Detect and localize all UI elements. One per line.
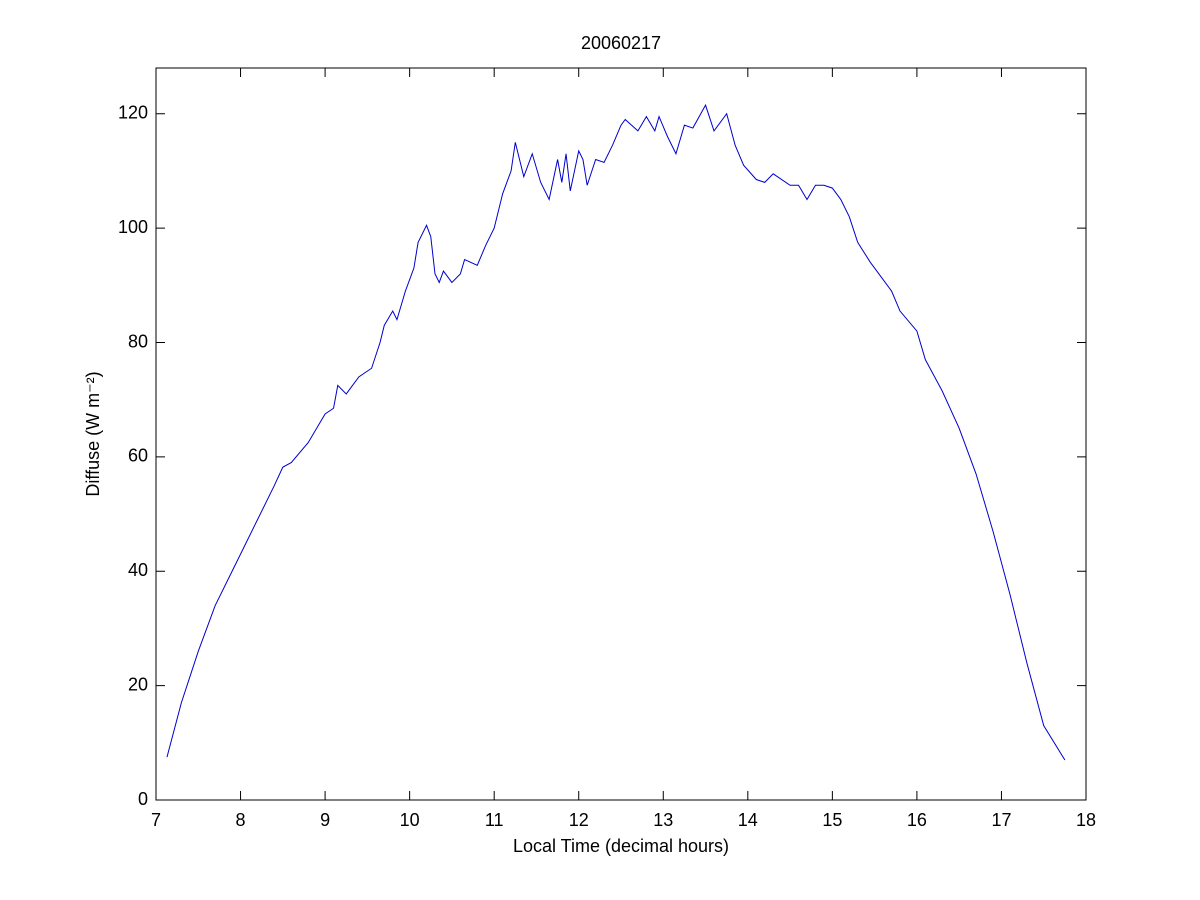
x-tick-label: 17 [991, 810, 1011, 830]
y-axis-label: Diffuse (W m⁻²) [83, 371, 103, 496]
x-tick-label: 10 [400, 810, 420, 830]
y-tick-label: 60 [128, 446, 148, 466]
y-tick-label: 20 [128, 674, 148, 694]
x-tick-label: 8 [236, 810, 246, 830]
x-axis-label: Local Time (decimal hours) [513, 836, 729, 856]
y-tick-label: 40 [128, 560, 148, 580]
x-tick-label: 7 [151, 810, 161, 830]
x-tick-label: 11 [485, 810, 504, 830]
data-line [166, 103, 1066, 761]
x-tick-label: 9 [320, 810, 330, 830]
y-tick-label: 80 [128, 331, 148, 351]
x-tick-label: 14 [738, 810, 758, 830]
y-tick-label: 120 [118, 103, 148, 123]
x-tick-label: 15 [822, 810, 842, 830]
x-tick-label: 13 [653, 810, 673, 830]
y-tick-label: 0 [138, 789, 148, 809]
x-tick-label: 12 [569, 810, 589, 830]
plot-frame [155, 67, 1087, 801]
y-tick-label: 100 [118, 217, 148, 237]
chart-title: 20060217 [581, 33, 661, 53]
x-tick-label: 16 [907, 810, 927, 830]
x-tick-label: 18 [1076, 810, 1096, 830]
